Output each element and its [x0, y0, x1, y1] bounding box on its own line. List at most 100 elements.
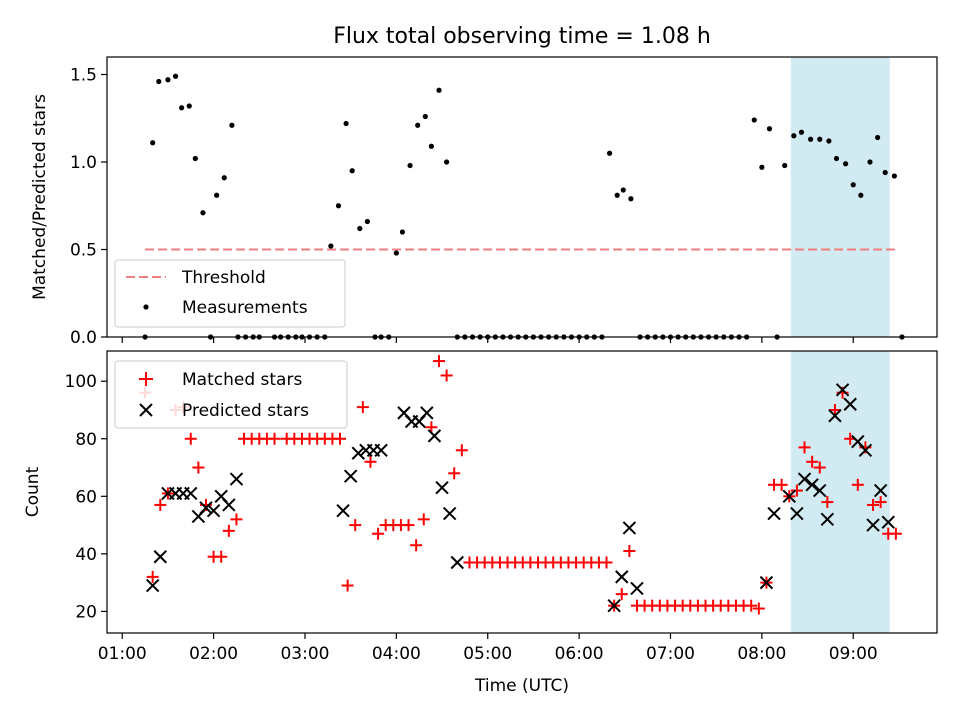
predicted-star-point: [873, 483, 888, 498]
measurement-point: [606, 150, 613, 156]
measurement-point: [826, 138, 832, 144]
y-axis-label: Count: [23, 466, 43, 517]
matched-star-point: [410, 539, 423, 552]
matched-star-point: [806, 455, 819, 468]
predicted-star-point: [343, 469, 358, 483]
x-tick-label: 06:00: [555, 644, 604, 664]
plot-frame: [106, 350, 938, 634]
matched-star-point: [455, 444, 468, 457]
matched-star-point: [600, 556, 613, 569]
measurement-point: [782, 162, 788, 169]
y-tick-label: 60: [75, 487, 97, 507]
y-tick-label: 100: [65, 372, 97, 392]
measurement-point: [192, 155, 198, 162]
measurement-point: [614, 192, 620, 198]
predicted-star-point: [435, 480, 449, 495]
matched-star-point: [752, 602, 765, 615]
matched-star-point: [192, 461, 205, 474]
measurement-point: [422, 113, 428, 120]
predicted-star-point: [630, 581, 644, 596]
predicted-star-point: [222, 498, 236, 512]
matched-star-point: [889, 527, 902, 540]
matched-star-point: [433, 355, 445, 368]
y-tick-label: 0.0: [70, 328, 97, 348]
measurement-point: [791, 133, 797, 139]
predicted-star-point: [427, 429, 442, 443]
matched-star-point: [798, 441, 811, 454]
matched-star-point: [615, 588, 628, 601]
matched-star-point: [230, 513, 243, 526]
x-tick-label: 01:00: [98, 644, 147, 664]
plot-frame: [106, 56, 938, 338]
predicted-star-point: [767, 506, 781, 521]
matched-star-point: [821, 496, 834, 509]
predicted-star-point: [759, 575, 774, 590]
matched-star-point: [349, 519, 362, 532]
legend-box: [114, 360, 348, 429]
measurement-point: [407, 162, 413, 169]
legend-matched-swatch: [139, 372, 153, 386]
measurement-point: [858, 192, 864, 198]
matched-star-point: [417, 513, 430, 526]
matched-star-point: [372, 527, 385, 540]
matched-star-point: [813, 461, 826, 474]
x-axis-ticks: 01:00 02:00 03:00 04:00 05:00 06:00 07:00 08:00…: [98, 633, 878, 664]
x-tick-label: 02:00: [189, 644, 238, 664]
predicted-star-point: [858, 443, 873, 457]
measurement-point: [628, 196, 634, 202]
predicted-star-point: [442, 506, 457, 521]
measurement-point: [165, 77, 171, 83]
legend: Threshold Measurements: [114, 259, 346, 328]
matched-star-point: [222, 524, 235, 537]
measurement-point: [186, 103, 192, 109]
matched-star-point: [623, 544, 636, 557]
measurement-point: [335, 203, 342, 209]
measurement-point: [150, 140, 156, 146]
legend-matched-label: Matched stars: [182, 370, 302, 390]
measurement-point: [843, 161, 849, 167]
legend-measurements-swatch: [143, 304, 149, 310]
y-tick-label: 0.5: [70, 241, 97, 261]
measurement-point: [172, 73, 179, 79]
y-axis-label: Matched/Predicted stars: [30, 94, 50, 300]
predicted-star-point: [229, 472, 244, 486]
measurement-points: [142, 73, 905, 340]
measurement-point: [759, 164, 765, 170]
measurement-point: [882, 169, 888, 176]
measurement-point: [393, 250, 399, 256]
matched-star-point: [215, 550, 228, 563]
measurement-point: [850, 182, 856, 188]
predicted-star-point: [881, 515, 895, 529]
legend-threshold-label: Threshold: [181, 268, 266, 288]
predicted-star-point: [866, 518, 880, 532]
matched-star-point: [440, 369, 453, 382]
predicted-star-point: [622, 521, 637, 535]
predicted-star-point: [153, 550, 168, 564]
matched-star-point: [184, 432, 197, 445]
predicted-star-point: [843, 397, 857, 411]
measurement-point: [343, 120, 349, 127]
y-tick-label: 20: [75, 602, 97, 622]
predicted-star-point: [351, 446, 365, 460]
x-tick-label: 05:00: [463, 644, 512, 664]
y-tick-label: 80: [75, 430, 97, 450]
predicted-star-point: [145, 578, 160, 593]
x-tick-label: 09:00: [829, 644, 878, 664]
predicted-star-point: [820, 512, 835, 527]
matched-star-point: [828, 403, 841, 416]
measurement-point: [328, 243, 334, 249]
measurement-point: [891, 173, 897, 179]
y-tick-label: 1.0: [70, 153, 97, 173]
count-panel: 20 40 60 80 100 01:00 02:00 03:00 04:00 05:00 06:…: [23, 350, 938, 696]
predicted-star-point: [206, 503, 221, 518]
legend: Matched stars Predicted stars: [114, 360, 348, 429]
x-tick-label: 03:00: [280, 644, 329, 664]
measurement-point: [428, 143, 434, 149]
matched-star-point: [790, 484, 803, 497]
matched-star-point: [775, 478, 788, 491]
predicted-star-point: [374, 443, 388, 457]
measurement-point: [620, 187, 626, 193]
y-axis-ticks: 20 40 60 80 100: [65, 372, 107, 622]
matched-star-point: [448, 467, 461, 480]
predicted-star-point: [790, 506, 804, 521]
